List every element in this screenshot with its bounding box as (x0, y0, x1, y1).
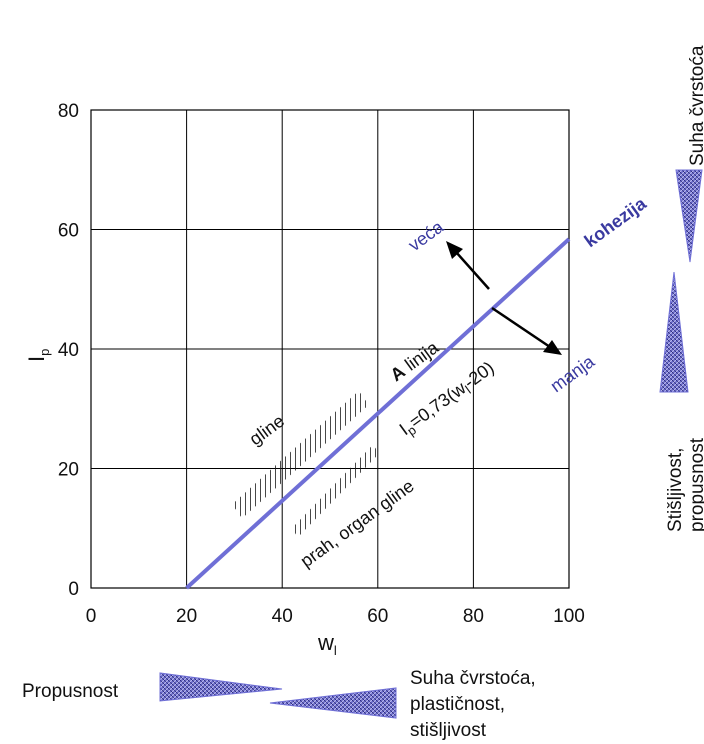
y-tick-labels: 0 20 40 60 80 (58, 101, 79, 600)
y-tick-label-1: 20 (58, 460, 79, 481)
hatch-band-prah (291, 444, 380, 538)
right-bottom-label-2: propusnost (687, 437, 704, 532)
x-tick-label-5: 100 (553, 606, 585, 627)
y-tick-label-0: 0 (68, 579, 79, 600)
arrow-manja (491, 306, 562, 355)
x-tick-labels: 0 20 40 60 80 100 (86, 606, 585, 627)
veca-label: veća (405, 216, 448, 255)
chart-grid (90, 109, 570, 589)
wedge-right-top (675, 169, 703, 263)
hatch-band-gline (232, 390, 369, 519)
y-tick-label-2: 40 (58, 340, 79, 361)
arrow-veca (446, 241, 490, 290)
bottom-right-label-3: stišljivost (410, 720, 487, 741)
x-tick-label-3: 60 (367, 606, 388, 627)
manja-label: manja (547, 351, 599, 397)
prah-label: prah, organ gline (297, 476, 418, 572)
right-top-label: Suha čvrstoća (687, 45, 704, 166)
y-tick-label-4: 80 (58, 101, 79, 122)
y-tick-label-3: 60 (58, 221, 79, 242)
bottom-left-label: Propusnost (22, 681, 119, 702)
x-tick-label-1: 20 (176, 606, 197, 627)
wedge-bottom-left (159, 672, 283, 702)
kohezija-label: kohezija (581, 193, 651, 252)
x-tick-label-0: 0 (86, 606, 97, 627)
x-axis-label: wl (317, 630, 337, 658)
bottom-right-label-2: plastičnost, (410, 694, 505, 715)
y-axis-label: Ip (24, 349, 52, 362)
wedge-right-bottom (659, 271, 689, 393)
x-tick-label-2: 40 (272, 606, 293, 627)
bottom-right-label-1: Suha čvrstoća, (410, 668, 536, 689)
right-bottom-label-1: Stišljivost, (665, 448, 686, 532)
a-line (185, 237, 571, 590)
wedge-bottom-right (269, 687, 397, 719)
x-tick-label-4: 80 (463, 606, 484, 627)
plot-frame (90, 109, 570, 589)
